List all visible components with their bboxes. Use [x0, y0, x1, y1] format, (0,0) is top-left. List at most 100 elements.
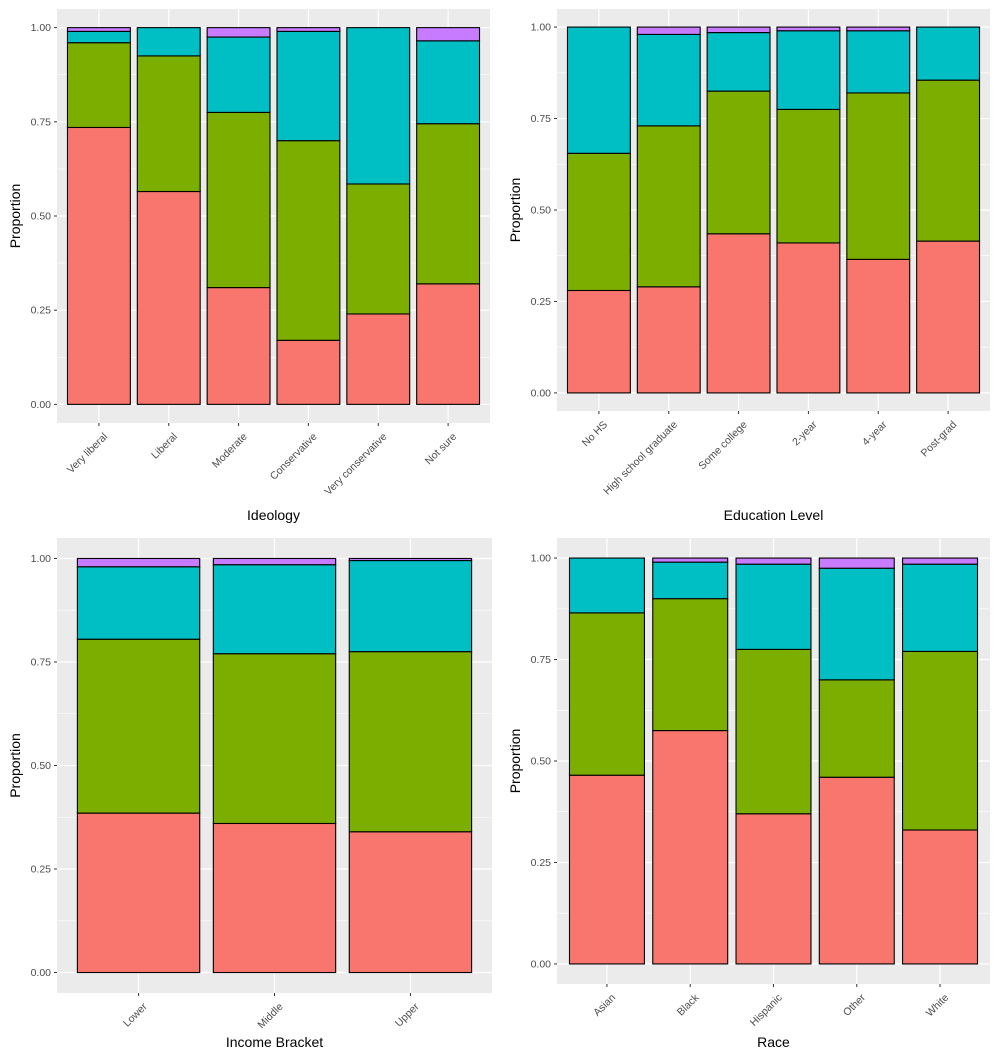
- bar-segment-bottom: [846, 258, 911, 394]
- y-tick-label: 1.00: [531, 22, 552, 34]
- bar-segment-bottom: [348, 831, 473, 974]
- bar-segment-second: [818, 679, 895, 778]
- x-tick-label: Lower: [121, 1000, 150, 1029]
- bar-segment-top: [706, 26, 771, 34]
- bar-segment-top: [212, 557, 337, 566]
- income-bracket-chart: 0.00 0.25 0.50 0.75 1.00 Lower Middle Upper Inco…: [0, 528, 500, 1057]
- x-tick-label: Very liberal: [65, 431, 110, 476]
- bar-segment-third: [652, 561, 729, 600]
- bar-segment-bottom: [735, 813, 812, 965]
- bar-segment-third: [846, 30, 911, 94]
- race-svg: 0.00 0.25 0.50 0.75 1.00 Asian Black Hispanic Ot…: [507, 538, 990, 1050]
- x-tick-label: Other: [841, 991, 868, 1018]
- bar-segment-bottom: [566, 289, 631, 394]
- bar-segment-top: [818, 557, 895, 569]
- bar-segment-bottom: [136, 190, 201, 405]
- bar-segment-second: [568, 612, 645, 776]
- y-tick-label: 0.00: [31, 967, 52, 979]
- bar-segment-top: [76, 557, 201, 568]
- y-tick-label: 0.75: [531, 113, 552, 125]
- x-tick-label: 2-year: [790, 418, 820, 448]
- bar-segment-top: [902, 557, 979, 565]
- bar-segment-third: [776, 30, 841, 110]
- x-axis-title: Income Bracket: [226, 1034, 323, 1050]
- y-tick-label: 0.50: [31, 760, 52, 772]
- x-tick-label: Asian: [591, 992, 618, 1019]
- bar-segment-bottom: [76, 812, 201, 974]
- x-tick-label: White: [924, 992, 952, 1020]
- bar-segment-second: [735, 648, 812, 815]
- bar-segment-third: [568, 557, 645, 614]
- y-axis-title: Proportion: [507, 178, 523, 243]
- y-tick-label: 1.00: [31, 553, 52, 565]
- bar-segment-bottom: [636, 286, 701, 394]
- y-axis-title: Proportion: [7, 733, 23, 798]
- bar-segment-bottom: [568, 774, 645, 965]
- x-tick-label: Post-grad: [919, 419, 960, 460]
- y-tick-label: 0.50: [31, 211, 52, 223]
- bar-segment-top: [348, 557, 473, 562]
- bar-segment-bottom: [916, 240, 981, 394]
- bar-segment-third: [416, 40, 481, 125]
- x-tick-label: Some college: [696, 419, 750, 473]
- bar-segment-third: [206, 36, 271, 113]
- bar-segment-top: [206, 27, 271, 38]
- bar-segment-second: [566, 152, 631, 292]
- bar-segment-third: [818, 567, 895, 681]
- ideology-chart: 0.00 0.25 0.50 0.75 1.00 Very liberal Liberal M…: [0, 0, 500, 528]
- bar-segment-third: [76, 566, 201, 640]
- x-tick-label: Middle: [255, 1001, 285, 1031]
- bar-segment-third: [735, 563, 812, 650]
- bar-segment-top: [66, 27, 131, 32]
- x-tick-label: 4-year: [860, 418, 890, 448]
- bar-segment-third: [916, 26, 981, 81]
- bar-segment-bottom: [776, 242, 841, 394]
- bar-segment-third: [636, 33, 701, 127]
- bar-segment-third: [276, 30, 341, 142]
- bar-segment-top: [846, 26, 911, 32]
- y-tick-label: 1.00: [31, 22, 52, 34]
- bar-segment-second: [652, 598, 729, 732]
- bar-segment-second: [136, 55, 201, 193]
- bar-segment-second: [636, 125, 701, 288]
- bar-segment-second: [212, 653, 337, 825]
- bar-segment-second: [346, 183, 411, 315]
- y-tick-label: 0.00: [31, 399, 52, 411]
- bar-segment-bottom: [652, 730, 729, 965]
- bar-segment-second: [66, 42, 131, 129]
- bar-segment-third: [348, 559, 473, 653]
- bar-segment-top: [652, 557, 729, 563]
- bar-segment-bottom: [276, 339, 341, 405]
- bar-segment-top: [276, 27, 341, 32]
- x-tick-label: Moderate: [210, 431, 250, 471]
- bar-segment-second: [706, 90, 771, 235]
- x-tick-label: Not sure: [423, 431, 460, 468]
- bar-segment-third: [212, 564, 337, 655]
- ideology-svg: 0.00 0.25 0.50 0.75 1.00 Very liberal Liberal M…: [7, 9, 490, 523]
- bar-segment-second: [776, 108, 841, 244]
- x-tick-label: Conservative: [268, 431, 320, 483]
- x-tick-label: Upper: [393, 1000, 422, 1029]
- bar-segment-second: [846, 92, 911, 260]
- bar-segment-bottom: [416, 283, 481, 405]
- bar-segment-third: [706, 32, 771, 92]
- y-tick-label: 0.25: [531, 296, 552, 308]
- x-tick-label: Hispanic: [748, 992, 785, 1029]
- bar-segment-third: [902, 563, 979, 652]
- bar-segment-second: [206, 111, 271, 289]
- x-tick-label: High school graduate: [601, 419, 680, 498]
- bar-segment-bottom: [206, 287, 271, 405]
- x-tick-label: No HS: [580, 419, 610, 449]
- y-tick-label: 0.75: [31, 656, 52, 668]
- bar-segment-top: [416, 27, 481, 42]
- x-axis-title: Ideology: [247, 507, 300, 523]
- x-tick-label: Very conservative: [322, 431, 389, 498]
- bar-segment-top: [636, 26, 701, 35]
- y-axis-title: Proportion: [507, 729, 523, 794]
- y-tick-label: 0.25: [31, 305, 52, 317]
- y-tick-label: 0.50: [531, 205, 552, 217]
- bar-segment-top: [776, 26, 841, 32]
- y-tick-label: 0.75: [31, 116, 52, 128]
- bar-segment-bottom: [706, 233, 771, 394]
